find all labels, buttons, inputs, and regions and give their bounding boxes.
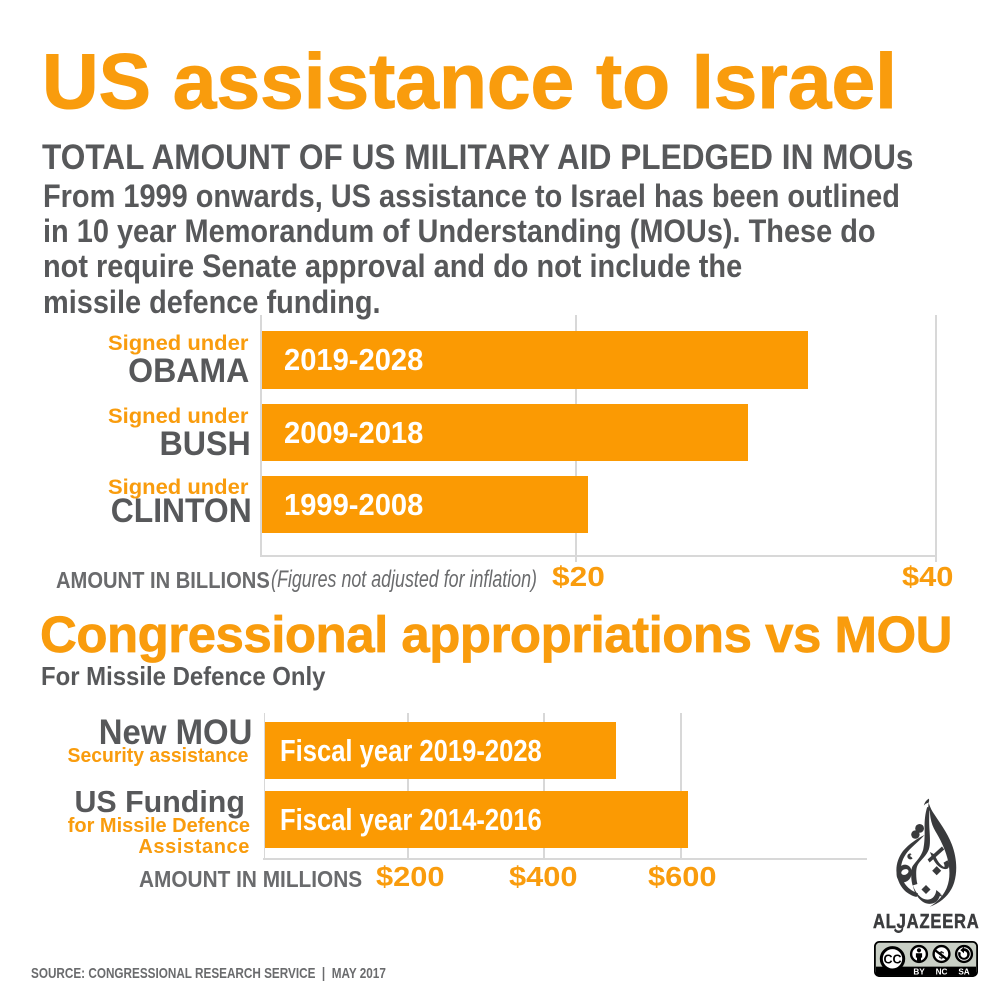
svg-text:SA: SA bbox=[958, 968, 969, 977]
svg-text:BY: BY bbox=[913, 968, 925, 977]
svg-text:CC: CC bbox=[883, 952, 901, 966]
svg-text:NC: NC bbox=[936, 968, 948, 977]
